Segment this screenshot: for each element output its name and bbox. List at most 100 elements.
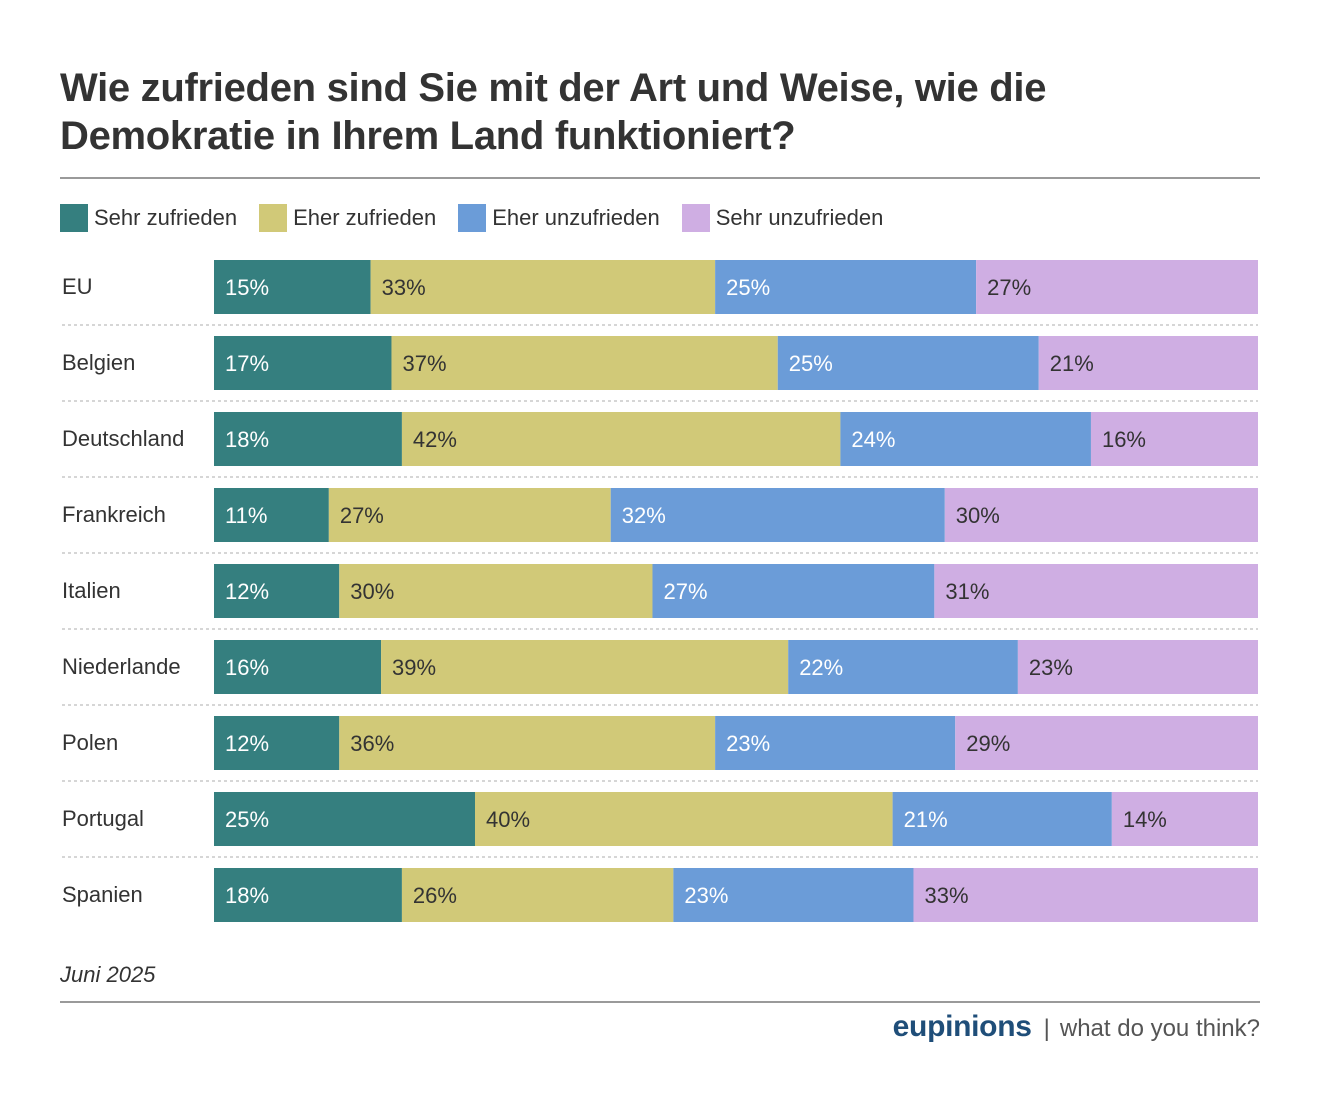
bar-segment xyxy=(1017,640,1258,694)
bar-row-eu: EU 15% 33% 25% 27% xyxy=(62,260,1258,326)
data-label: 27% xyxy=(987,275,1031,300)
bar-segment xyxy=(401,412,841,466)
bar-segment xyxy=(214,488,329,542)
data-label: 30% xyxy=(956,503,1000,528)
data-label: 16% xyxy=(1102,427,1146,452)
bar-row-italien: Italien 12% 30% 27% 31% xyxy=(62,564,1258,630)
bar-segment xyxy=(328,488,611,542)
legend-label: Eher unzufrieden xyxy=(492,205,660,230)
data-label: 22% xyxy=(799,655,843,680)
bar-segment xyxy=(214,564,340,618)
category-label: Niederlande xyxy=(62,654,181,679)
bar-segment xyxy=(214,868,402,922)
category-label: Belgien xyxy=(62,350,135,375)
footnote-date: Juni 2025 xyxy=(60,962,156,987)
data-label: 17% xyxy=(225,351,269,376)
data-label: 21% xyxy=(904,807,948,832)
bar-row-niederlande: Niederlande 16% 39% 22% 23% xyxy=(62,640,1258,706)
brand-tagline: what do you think? xyxy=(1059,1015,1260,1042)
data-label: 12% xyxy=(225,579,269,604)
legend-item-eher-unzufrieden: Eher unzufrieden xyxy=(458,204,660,232)
data-label: 37% xyxy=(402,351,446,376)
bar-segment xyxy=(715,260,977,314)
data-label: 31% xyxy=(945,579,989,604)
bar-segment xyxy=(610,488,945,542)
data-label: 42% xyxy=(413,427,457,452)
bar-segment xyxy=(214,336,392,390)
category-label: Frankreich xyxy=(62,502,166,527)
bar-segment xyxy=(777,336,1039,390)
bar-segment xyxy=(1090,412,1258,466)
legend-swatch xyxy=(60,204,88,232)
bar-segment xyxy=(214,260,371,314)
data-label: 24% xyxy=(851,427,895,452)
category-label: EU xyxy=(62,274,93,299)
title-divider xyxy=(60,177,1260,179)
bar-segment xyxy=(955,716,1258,770)
bar-segment xyxy=(475,792,893,846)
brand-footer: eupinions | what do you think? xyxy=(893,1010,1260,1044)
data-label: 40% xyxy=(486,807,530,832)
footer-divider xyxy=(60,1001,1260,1003)
bar-segment xyxy=(976,260,1258,314)
bar-segment xyxy=(944,488,1258,542)
bar-segment xyxy=(339,564,653,618)
legend-label: Sehr unzufrieden xyxy=(715,205,884,230)
bar-segment xyxy=(840,412,1091,466)
data-label: 16% xyxy=(225,655,269,680)
chart-title: Wie zufrieden sind Sie mit der Art und W… xyxy=(60,66,1047,158)
bar-segment xyxy=(391,336,778,390)
legend-label: Sehr zufrieden xyxy=(94,205,238,230)
bar-segment xyxy=(788,640,1018,694)
data-label: 23% xyxy=(684,883,728,908)
bar-row-spanien: Spanien 18% 26% 23% 33% xyxy=(62,868,1258,922)
bar-segment xyxy=(1111,792,1258,846)
bar-segment xyxy=(401,868,674,922)
data-label: 29% xyxy=(966,731,1010,756)
bar-row-deutschland: Deutschland 18% 42% 24% 16% xyxy=(62,412,1258,478)
data-label: 27% xyxy=(340,503,384,528)
bar-segment xyxy=(214,792,475,846)
legend-item-sehr-zufrieden: Sehr zufrieden xyxy=(60,204,237,232)
data-label: 23% xyxy=(1029,655,1073,680)
bar-segment xyxy=(913,868,1258,922)
bar-segment xyxy=(652,564,935,618)
category-label: Polen xyxy=(62,730,118,755)
data-label: 33% xyxy=(924,883,968,908)
legend: Sehr zufrieden Eher zufrieden Eher unzuf… xyxy=(60,202,905,234)
legend-swatch xyxy=(681,204,710,232)
data-label: 21% xyxy=(1050,351,1094,376)
data-label: 32% xyxy=(622,503,666,528)
category-label: Deutschland xyxy=(62,426,184,451)
data-label: 25% xyxy=(225,807,269,832)
legend-label: Eher zufrieden xyxy=(293,205,437,230)
bar-segment xyxy=(214,640,382,694)
data-label: 25% xyxy=(789,351,833,376)
data-label: 14% xyxy=(1123,807,1167,832)
data-label: 26% xyxy=(413,883,457,908)
bar-row-frankreich: Frankreich 11% 27% 32% 30% xyxy=(62,488,1258,554)
bar-row-portugal: Portugal 25% 40% 21% 14% xyxy=(62,792,1258,858)
data-label: 33% xyxy=(382,275,426,300)
data-label: 27% xyxy=(663,579,707,604)
data-label: 15% xyxy=(225,275,269,300)
legend-swatch xyxy=(259,204,288,232)
bar-segment xyxy=(214,716,340,770)
brand-separator: | xyxy=(1043,1015,1050,1042)
data-label: 23% xyxy=(726,731,770,756)
bar-segment xyxy=(339,716,716,770)
category-label: Spanien xyxy=(62,882,143,907)
bar-segment xyxy=(214,412,402,466)
legend-swatch xyxy=(458,204,487,232)
data-label: 18% xyxy=(225,883,269,908)
data-label: 25% xyxy=(726,275,770,300)
legend-item-eher-zufrieden: Eher zufrieden xyxy=(259,204,436,232)
data-label: 39% xyxy=(392,655,436,680)
data-label: 36% xyxy=(350,731,394,756)
bar-segment xyxy=(370,260,716,314)
bar-row-polen: Polen 12% 36% 23% 29% xyxy=(62,716,1258,782)
bar-row-belgien: Belgien 17% 37% 25% 21% xyxy=(62,336,1258,402)
data-label: 30% xyxy=(350,579,394,604)
legend-item-sehr-unzufrieden: Sehr unzufrieden xyxy=(681,204,884,232)
